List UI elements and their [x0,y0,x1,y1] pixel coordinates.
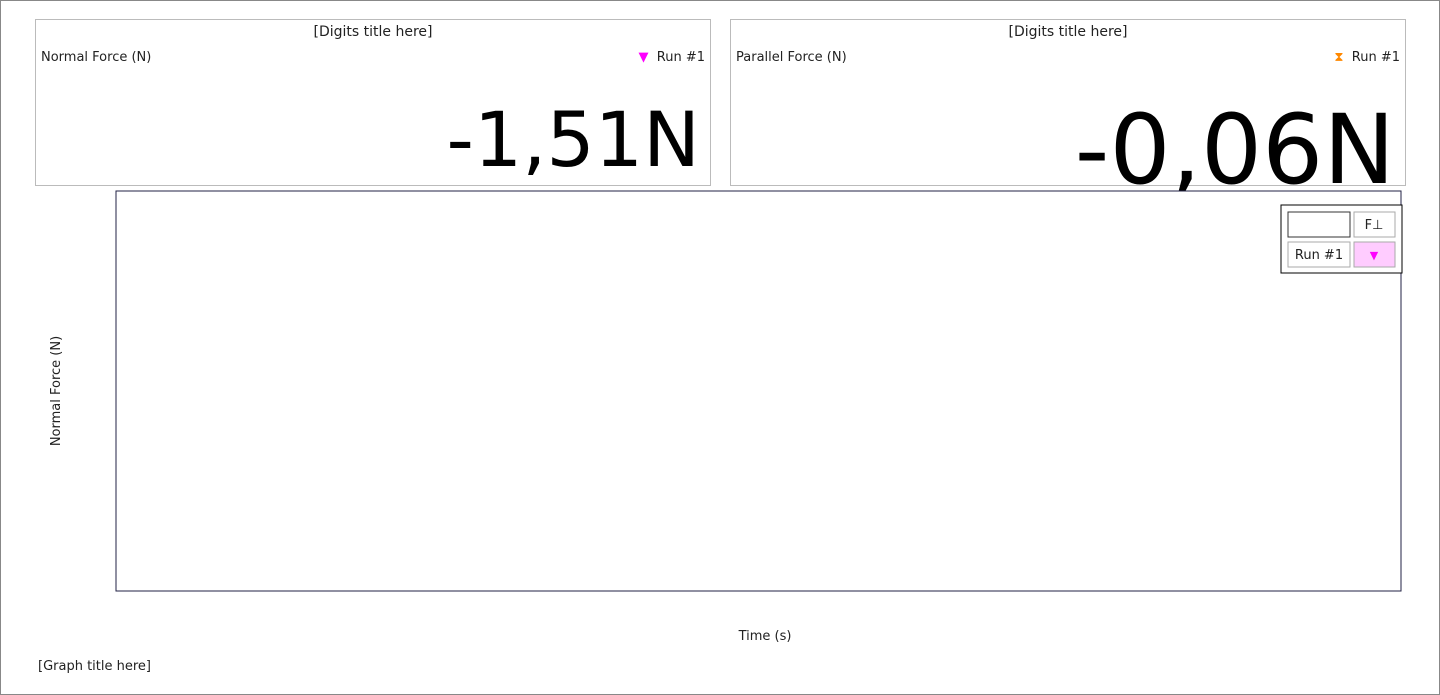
legend-text: Run #1 [656,50,705,65]
graph-title: [Graph title here] [38,659,151,674]
legend-marker: ▼ [1370,249,1379,262]
digits-panel: [Digits title here] Normal Force (N) ▼ R… [35,19,711,186]
y-axis-label: Normal Force (N) [49,336,64,446]
digits-panel: [Digits title here] Parallel Force (N) ⧗… [730,19,1406,198]
digits-title: [Digits title here] [313,24,433,40]
x-axis-label: Time (s) [738,629,792,644]
digits-value: -1,51N [446,95,701,184]
digits-label: Normal Force (N) [41,50,152,65]
digits-label: Parallel Force (N) [736,50,847,65]
digits-legend: ⧗ Run #1 [1334,50,1400,65]
legend-text: Run #1 [1351,50,1400,65]
digits-title: [Digits title here] [1008,24,1128,40]
graph: Time (s) Normal Force (N) F⊥ Run #1 ▼ [49,190,1403,644]
legend: F⊥ Run #1 ▼ [1280,204,1403,274]
legend-header: F⊥ [1365,218,1384,233]
digits-value: -0,06N [1074,94,1395,206]
digits-legend: ▼ Run #1 [638,50,706,65]
legend-entry: Run #1 [1295,248,1343,263]
plot-area [115,190,1402,592]
